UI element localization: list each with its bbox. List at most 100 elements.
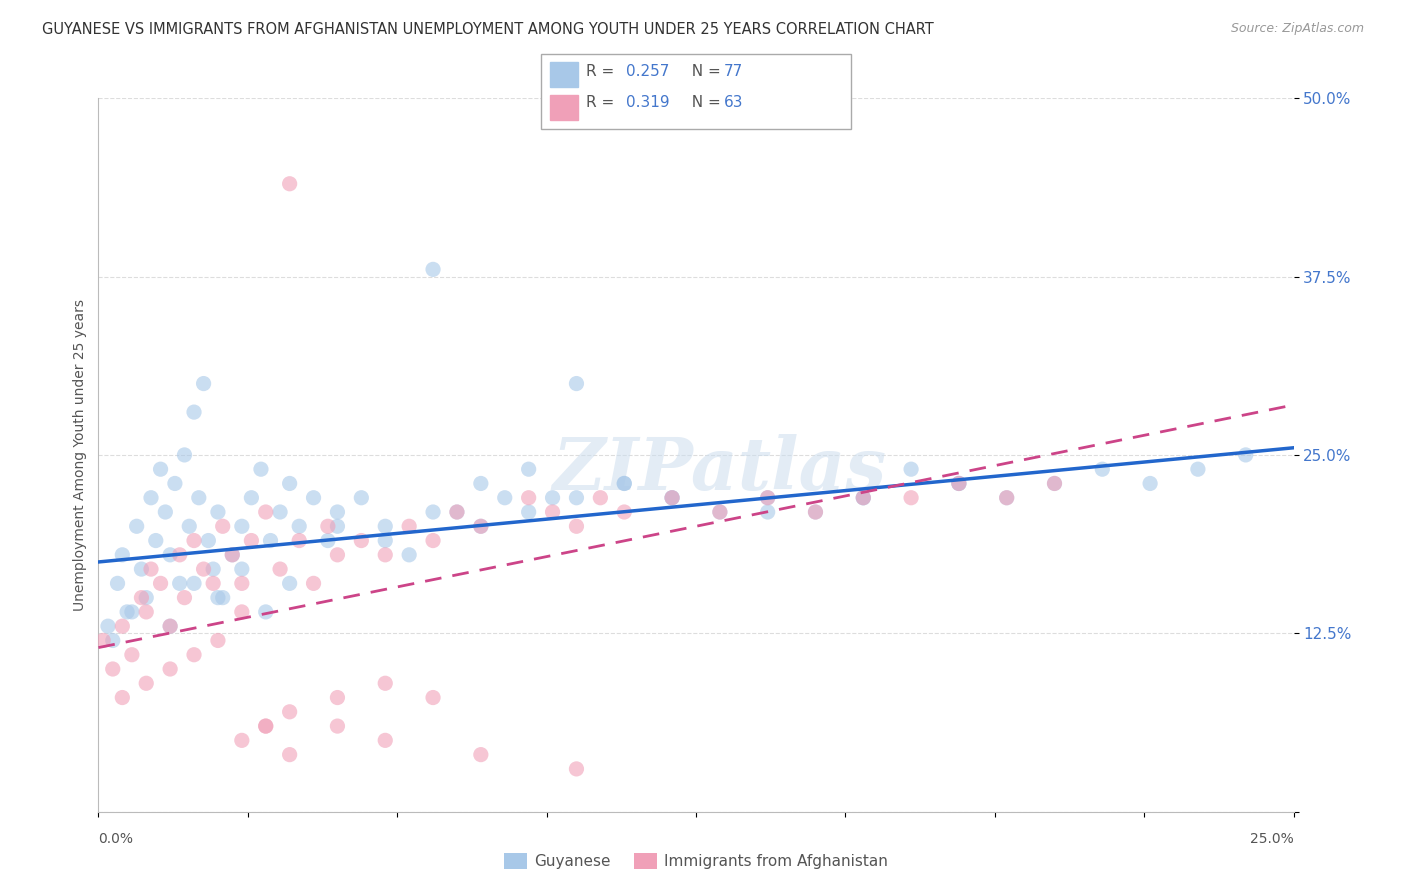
Point (613, 476, 636, 491)
Point (995, 491, 1018, 505)
Point (446, 505, 468, 519)
Point (316, 533, 339, 548)
Text: 0.319: 0.319 (626, 95, 669, 111)
Point (183, 533, 205, 548)
Point (240, 491, 263, 505)
Point (398, 519, 420, 533)
Point (173, 448, 195, 462)
Point (756, 491, 779, 505)
Point (159, 548, 181, 562)
Point (350, 491, 373, 505)
Point (278, 476, 301, 491)
Point (231, 605, 253, 619)
Point (254, 505, 277, 519)
Point (470, 476, 492, 491)
Point (995, 491, 1018, 505)
Point (374, 533, 396, 548)
Point (101, 633, 124, 648)
Point (374, 519, 396, 533)
Point (269, 505, 291, 519)
Point (709, 505, 731, 519)
Point (125, 519, 148, 533)
Point (159, 619, 181, 633)
Point (302, 491, 325, 505)
Point (470, 519, 492, 533)
Point (163, 476, 186, 491)
Y-axis label: Unemployment Among Youth under 25 years: Unemployment Among Youth under 25 years (73, 299, 87, 611)
Point (541, 491, 564, 505)
Point (231, 519, 253, 533)
Point (259, 533, 281, 548)
Point (756, 505, 779, 519)
Point (709, 505, 731, 519)
Point (169, 576, 191, 591)
Point (565, 762, 588, 776)
Point (517, 505, 540, 519)
Point (948, 476, 970, 491)
Point (131, 562, 153, 576)
Point (422, 690, 444, 705)
Point (278, 177, 301, 191)
Point (193, 376, 215, 391)
Point (517, 491, 540, 505)
Point (446, 505, 468, 519)
Point (326, 690, 349, 705)
Point (107, 576, 129, 591)
Point (613, 505, 636, 519)
Point (1091, 462, 1114, 476)
Point (517, 462, 540, 476)
Point (111, 690, 134, 705)
Point (1043, 476, 1066, 491)
Point (1139, 476, 1161, 491)
Point (183, 648, 205, 662)
Point (326, 548, 349, 562)
Point (278, 705, 301, 719)
Point (374, 676, 396, 690)
Text: 77: 77 (724, 64, 744, 79)
Point (288, 519, 311, 533)
Point (169, 548, 191, 562)
Point (470, 519, 492, 533)
Point (197, 533, 219, 548)
Point (326, 505, 349, 519)
Point (288, 533, 311, 548)
Text: N =: N = (682, 64, 725, 79)
Point (278, 747, 301, 762)
Point (221, 548, 243, 562)
Point (900, 462, 922, 476)
Point (852, 491, 875, 505)
Point (202, 576, 225, 591)
Point (135, 605, 157, 619)
Point (661, 491, 683, 505)
Point (494, 491, 516, 505)
Point (948, 476, 970, 491)
Point (613, 476, 636, 491)
Point (254, 719, 277, 733)
Text: 25.0%: 25.0% (1250, 832, 1294, 846)
Point (1187, 462, 1209, 476)
Legend: Guyanese, Immigrants from Afghanistan: Guyanese, Immigrants from Afghanistan (498, 847, 894, 875)
Text: R =: R = (586, 95, 620, 111)
Point (316, 519, 339, 533)
Point (121, 605, 143, 619)
Point (661, 491, 683, 505)
Point (852, 491, 875, 505)
Point (115, 605, 138, 619)
Point (231, 576, 253, 591)
Point (804, 505, 827, 519)
Point (159, 619, 181, 633)
Point (159, 662, 181, 676)
Point (135, 591, 157, 605)
Point (240, 533, 263, 548)
Point (183, 405, 205, 419)
Point (398, 548, 420, 562)
Point (804, 505, 827, 519)
Point (155, 505, 177, 519)
Point (97, 619, 120, 633)
Point (254, 719, 277, 733)
Point (756, 491, 779, 505)
Point (1234, 448, 1257, 462)
Point (422, 262, 444, 277)
Point (326, 719, 349, 733)
Point (211, 591, 233, 605)
